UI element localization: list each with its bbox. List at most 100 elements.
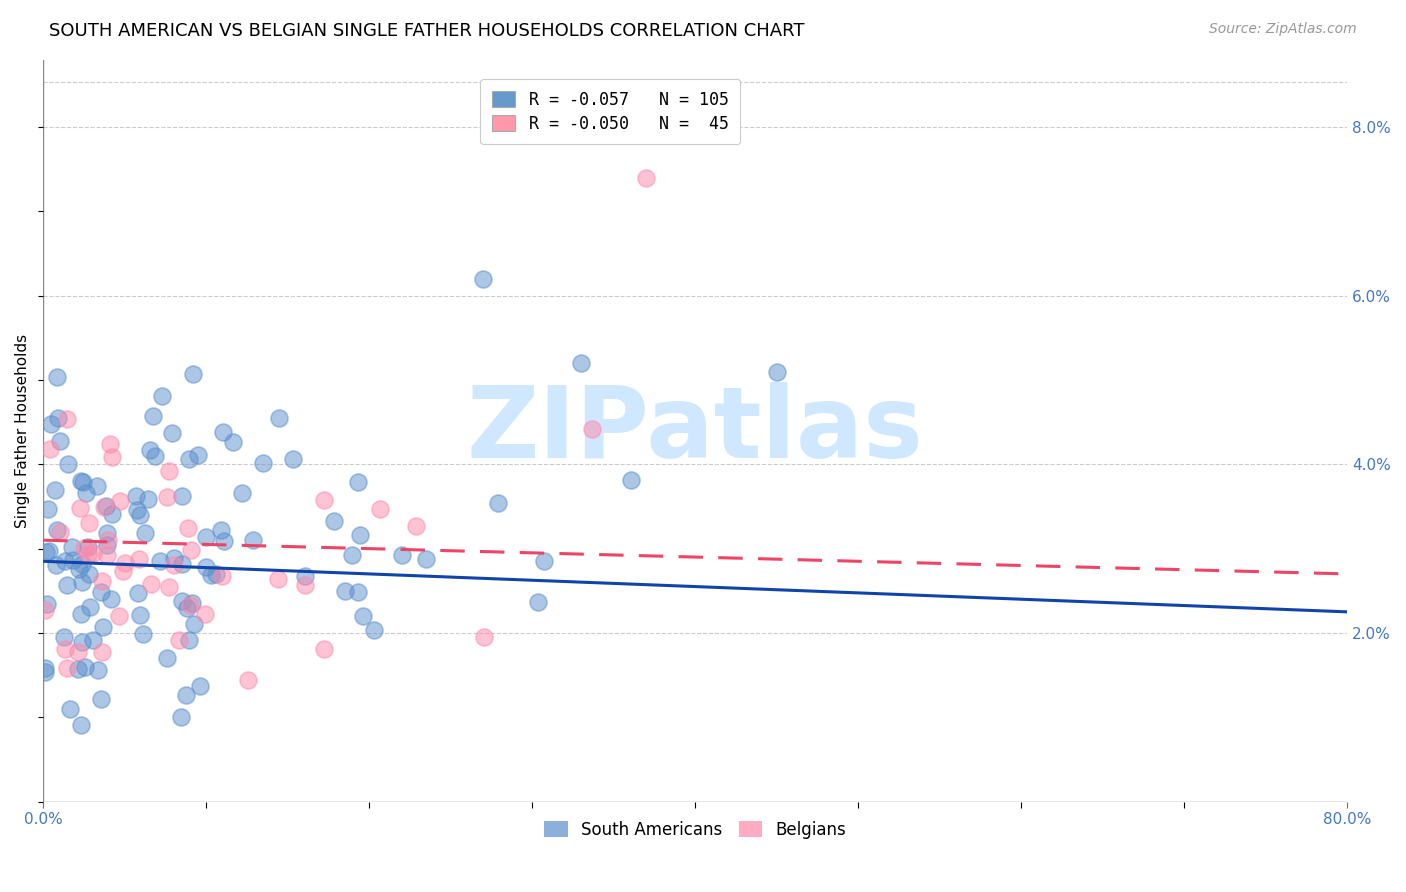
Point (405, 519, 427, 533)
Point (194, 530, 217, 544)
Point (53, 642, 76, 657)
Point (157, 464, 180, 478)
Point (56, 577, 79, 591)
Point (134, 526, 156, 541)
Point (176, 601, 198, 615)
Point (86, 479, 108, 493)
Point (93, 500, 115, 515)
Point (204, 566, 226, 581)
Point (125, 489, 148, 503)
Point (167, 632, 190, 647)
Point (82, 632, 104, 647)
Point (170, 557, 193, 571)
Point (363, 624, 385, 638)
Point (96, 549, 118, 563)
Point (96, 538, 118, 552)
Point (114, 556, 136, 570)
Point (108, 609, 131, 624)
Point (472, 272, 495, 286)
Point (340, 549, 363, 563)
Point (131, 627, 153, 641)
Point (170, 710, 193, 724)
Point (142, 409, 165, 423)
Point (82, 546, 104, 560)
Point (391, 548, 413, 562)
Point (37, 501, 59, 516)
Point (76, 547, 98, 561)
Point (45, 558, 67, 572)
Point (62, 553, 84, 567)
Point (368, 502, 391, 516)
Y-axis label: Single Father Households: Single Father Households (15, 334, 30, 528)
Point (179, 599, 201, 613)
Point (162, 558, 184, 573)
Point (294, 568, 316, 582)
Point (200, 568, 222, 582)
Point (46, 410, 69, 425)
Point (49, 524, 72, 539)
Point (347, 475, 370, 489)
Point (162, 551, 184, 566)
Point (56, 412, 79, 426)
Point (87, 663, 110, 677)
Point (69, 718, 91, 732)
Point (139, 577, 162, 591)
Point (138, 443, 160, 458)
Point (56, 457, 79, 471)
Point (129, 607, 152, 622)
Point (100, 591, 122, 606)
Point (73, 660, 96, 674)
Point (252, 456, 274, 470)
Text: Source: ZipAtlas.com: Source: ZipAtlas.com (1209, 22, 1357, 37)
Point (72, 475, 94, 489)
Point (69, 607, 91, 621)
Point (70, 574, 93, 589)
Point (70, 474, 93, 488)
Point (52, 630, 75, 644)
Point (352, 608, 374, 623)
Point (70, 635, 93, 649)
Point (149, 554, 172, 568)
Point (179, 633, 201, 648)
Point (34, 661, 56, 675)
Point (267, 573, 290, 587)
Point (150, 389, 173, 403)
Point (526, 595, 548, 609)
Point (323, 515, 346, 529)
Point (53, 554, 76, 568)
Point (415, 552, 437, 566)
Point (34, 545, 56, 559)
Point (156, 491, 179, 505)
Point (55, 661, 77, 675)
Point (69, 501, 91, 516)
Point (101, 450, 124, 464)
Point (49, 434, 72, 448)
Point (129, 508, 152, 522)
Point (108, 493, 131, 508)
Point (70, 558, 93, 572)
Point (181, 367, 204, 381)
Point (194, 607, 217, 621)
Text: SOUTH AMERICAN VS BELGIAN SINGLE FATHER HOUSEHOLDS CORRELATION CHART: SOUTH AMERICAN VS BELGIAN SINGLE FATHER … (49, 22, 804, 40)
Point (294, 577, 316, 591)
Point (79, 599, 101, 614)
Point (127, 586, 149, 600)
Point (75, 485, 97, 500)
Point (533, 553, 555, 567)
Point (212, 534, 235, 549)
Point (111, 564, 134, 578)
Point (38, 544, 60, 558)
Point (180, 543, 202, 558)
Point (91, 620, 114, 634)
Point (486, 496, 509, 510)
Point (174, 688, 197, 702)
Point (162, 426, 184, 441)
Point (222, 434, 245, 449)
Point (211, 569, 233, 583)
Point (97, 533, 120, 548)
Point (172, 594, 194, 608)
Point (209, 524, 232, 538)
Point (187, 448, 209, 462)
Point (236, 673, 259, 687)
Legend: South Americans, Belgians: South Americans, Belgians (537, 814, 853, 846)
